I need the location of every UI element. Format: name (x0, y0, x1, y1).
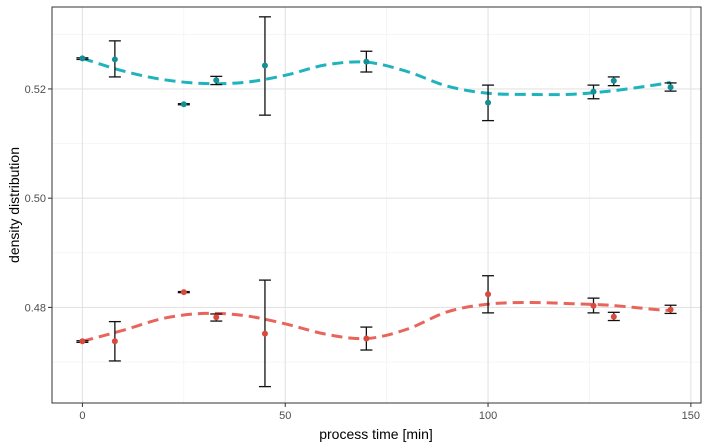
data-point (485, 99, 492, 106)
data-point (79, 55, 86, 62)
x-tick-label: 100 (479, 410, 497, 422)
fit-line-1 (81, 56, 671, 97)
data-point (590, 88, 597, 95)
y-axis-title: density distribution (6, 147, 22, 263)
y-tick-label: 0.50 (25, 193, 46, 205)
x-axis-title: process time [min] (319, 426, 433, 442)
data-point (610, 77, 617, 84)
y-tick-label: 0.52 (25, 84, 46, 96)
x-tick-label: 150 (682, 410, 700, 422)
x-tick-label: 50 (279, 410, 291, 422)
data-point (261, 62, 268, 69)
data-point (111, 56, 118, 63)
data-point (180, 289, 187, 296)
data-point (667, 306, 674, 313)
x-axis-tick-labels: 0 50 100 150 (79, 410, 700, 422)
data-point (180, 101, 187, 108)
data-point (363, 335, 370, 342)
data-points (79, 55, 674, 345)
data-point (213, 77, 220, 84)
y-axis-tick-labels: 0.48 0.50 0.52 (25, 84, 46, 314)
data-point (590, 302, 597, 309)
data-point (213, 314, 220, 321)
x-tick-label: 0 (79, 410, 85, 422)
data-point (610, 313, 617, 320)
fit-lines (81, 56, 671, 343)
data-point (79, 338, 86, 345)
data-point (485, 291, 492, 298)
data-point (261, 330, 268, 337)
fit-line-2 (82, 300, 671, 343)
y-tick-label: 0.48 (25, 302, 46, 314)
minor-grid (52, 7, 701, 403)
panel-background (52, 7, 701, 403)
data-point (363, 58, 370, 65)
data-point (111, 338, 118, 345)
axis-ticks (48, 88, 692, 407)
data-point (667, 84, 674, 91)
panel-border (51, 6, 702, 404)
